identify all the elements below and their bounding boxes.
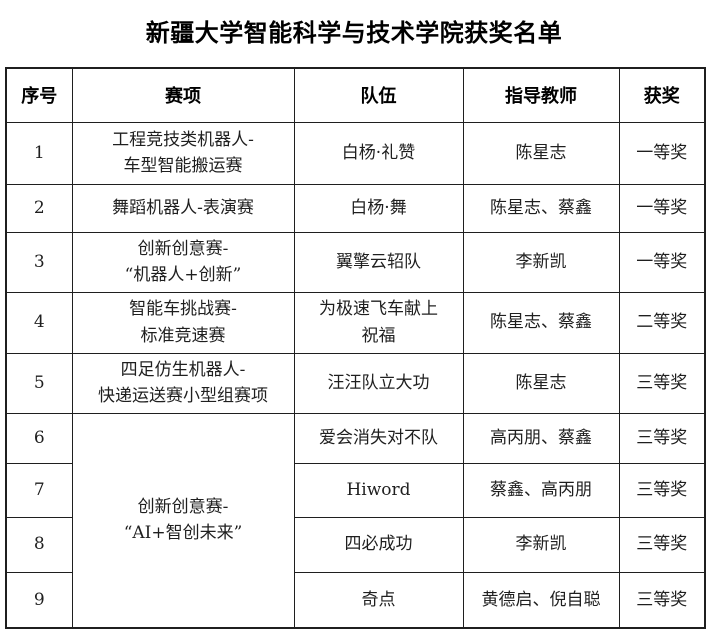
- cell-no: 3: [5, 231, 73, 293]
- cell-team: 白杨·礼赞: [293, 121, 464, 185]
- cell-advisors: 陈星志、蔡鑫: [462, 291, 620, 354]
- cell-advisors: 李新凯: [462, 516, 620, 573]
- cell-team: 翼擎云轺队: [293, 231, 464, 293]
- header-cell-competition: 赛项: [71, 67, 295, 123]
- table-row: 9 奇点 黄德启、倪自聪 三等奖: [5, 571, 706, 629]
- cell-no: 6: [5, 412, 73, 464]
- cell-award: 一等奖: [618, 231, 706, 293]
- cell-award: 三等奖: [618, 516, 706, 573]
- cell-award: 三等奖: [618, 571, 706, 629]
- cell-no: 8: [5, 516, 73, 573]
- cell-advisors: 李新凯: [462, 231, 620, 293]
- header-cell-team: 队伍: [293, 67, 464, 123]
- header-row: 序号 赛项 队伍 指导教师 获奖: [5, 67, 706, 123]
- header-cell-award: 获奖: [618, 67, 706, 123]
- table-row: 2 舞蹈机器人-表演赛 白杨·舞 陈星志、蔡鑫 一等奖: [5, 183, 706, 233]
- cell-advisors: 高丙朋、蔡鑫: [462, 412, 620, 464]
- cell-competition: 舞蹈机器人-表演赛: [71, 183, 295, 233]
- table-row: 6 创新创意赛- “AI+智创未来” 爱会消失对不队 高丙朋、蔡鑫 三等奖: [5, 412, 706, 629]
- cell-no: 4: [5, 291, 73, 354]
- cell-no: 5: [5, 352, 73, 414]
- cell-no: 7: [5, 462, 73, 518]
- table-row: 3 创新创意赛- “机器人+创新” 翼擎云轺队 李新凯 一等奖: [5, 231, 706, 293]
- cell-team: 为极速飞车献上 祝福: [293, 291, 464, 354]
- cell-team: 奇点: [293, 571, 464, 629]
- award-table-header: 序号 赛项 队伍 指导教师 获奖: [5, 67, 706, 123]
- cell-competition: 创新创意赛- “AI+智创未来”: [71, 412, 295, 629]
- award-table-body: 1 工程竞技类机器人- 车型智能搬运赛 白杨·礼赞 陈星志 一等奖 2 舞蹈机器人-表演赛白…: [5, 121, 706, 629]
- cell-team: Hiword: [293, 462, 464, 518]
- cell-advisors: 陈星志: [462, 121, 620, 185]
- cell-award: 三等奖: [618, 412, 706, 464]
- cell-award: 一等奖: [618, 183, 706, 233]
- cell-competition: 创新创意赛- “机器人+创新”: [71, 231, 295, 293]
- table-row: 7 Hiword 蔡鑫、高丙朋 三等奖: [5, 462, 706, 518]
- table-row: 4 智能车挑战赛- 标准竞速赛 为极速飞车献上 祝福 陈星志、蔡鑫 二等奖: [5, 291, 706, 354]
- cell-award: 三等奖: [618, 352, 706, 414]
- cell-award: 一等奖: [618, 121, 706, 185]
- cell-team: 爱会消失对不队: [293, 412, 464, 464]
- cell-team: 汪汪队立大功: [293, 352, 464, 414]
- table-row: 1 工程竞技类机器人- 车型智能搬运赛 白杨·礼赞 陈星志 一等奖: [5, 121, 706, 185]
- header-cell-advisors: 指导教师: [462, 67, 620, 123]
- cell-award: 二等奖: [618, 291, 706, 354]
- cell-no: 9: [5, 571, 73, 629]
- award-table: 序号 赛项 队伍 指导教师 获奖 1 工程竞技类机器人- 车型智能搬运赛 白杨·礼赞…: [5, 67, 706, 629]
- page-title: 新疆大学智能科学与技术学院获奖名单: [145, 19, 563, 47]
- cell-award: 三等奖: [618, 462, 706, 518]
- cell-team: 白杨·舞: [293, 183, 464, 233]
- cell-no: 1: [5, 121, 73, 185]
- table-row: 8 四必成功 李新凯 三等奖: [5, 516, 706, 573]
- header-cell-no: 序号: [5, 67, 73, 123]
- cell-advisors: 陈星志、蔡鑫: [462, 183, 620, 233]
- cell-competition: 智能车挑战赛- 标准竞速赛: [71, 291, 295, 354]
- cell-advisors: 黄德启、倪自聪: [462, 571, 620, 629]
- cell-competition: 工程竞技类机器人- 车型智能搬运赛: [71, 121, 295, 185]
- cell-advisors: 蔡鑫、高丙朋: [462, 462, 620, 518]
- cell-team: 四必成功: [293, 516, 464, 573]
- cell-no: 2: [5, 183, 73, 233]
- cell-competition: 四足仿生机器人- 快递运送赛小型组赛项: [71, 352, 295, 414]
- cell-advisors: 陈星志: [462, 352, 620, 414]
- table-row: 5 四足仿生机器人- 快递运送赛小型组赛项 汪汪队立大功 陈星志 三等奖: [5, 352, 706, 414]
